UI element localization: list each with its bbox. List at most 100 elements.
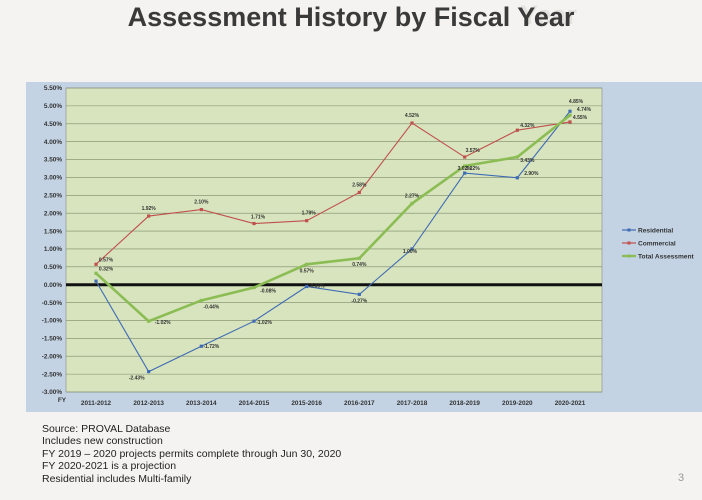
data-label: 2.90% — [524, 171, 539, 177]
legend-marker — [627, 241, 631, 245]
y-tick-label: 1.00% — [44, 246, 62, 253]
data-label: 4.55% — [573, 115, 588, 121]
data-point — [463, 155, 467, 159]
data-label: 0.74% — [352, 262, 367, 268]
page-number: 3 — [678, 472, 685, 484]
data-label: -0.44% — [203, 304, 219, 310]
data-point — [147, 370, 151, 374]
y-tick-label: 3.00% — [44, 175, 62, 182]
x-tick-label: 2020-2021 — [555, 400, 586, 407]
y-tick-label: -1.00% — [42, 318, 63, 325]
data-point — [94, 262, 98, 266]
legend-marker — [627, 228, 631, 232]
y-tick-label: 3.50% — [44, 157, 62, 164]
note-residential: Residential includes Multi-family — [42, 472, 192, 485]
x-tick-label: 2011-2012 — [81, 400, 112, 407]
y-tick-label: 4.50% — [44, 121, 62, 128]
x-axis-label: FY — [58, 397, 67, 404]
data-label: 1.92% — [142, 206, 157, 212]
data-label: 4.85% — [569, 99, 584, 105]
data-label: -1.02% — [155, 320, 171, 326]
data-label: 2.27% — [405, 194, 420, 200]
y-tick-label: 0.00% — [44, 282, 62, 289]
data-point — [515, 155, 519, 159]
data-point — [410, 247, 414, 251]
y-tick-label: -1.50% — [42, 336, 63, 343]
data-point — [252, 221, 256, 226]
data-label: 1.79% — [302, 211, 317, 217]
data-label: 3.22% — [466, 166, 481, 172]
data-point — [305, 284, 309, 289]
y-tick-label: -0.50% — [42, 300, 63, 307]
y-tick-label: 2.50% — [44, 192, 62, 199]
footnotes: Source: PROVAL Database Includes new con… — [42, 423, 341, 485]
y-tick-label: -2.50% — [42, 371, 63, 378]
x-tick-label: 2015-2016 — [291, 400, 322, 407]
data-point — [305, 262, 309, 266]
chart-panel: 5.50% 5.00% 4.50% 4.00% 3.50% 3.00% 2.50% 2.00%… — [26, 82, 702, 412]
data-label: -0.27% — [351, 298, 367, 304]
y-tick-label: 5.00% — [44, 103, 62, 110]
data-point — [463, 164, 467, 168]
data-label: 0.57% — [300, 268, 315, 274]
data-point — [568, 109, 572, 113]
data-point — [515, 128, 519, 132]
series-line-residential — [95, 110, 571, 373]
legend-entry: Commercial — [638, 240, 676, 247]
x-tick-label: 2018-2019 — [449, 400, 480, 407]
data-point — [94, 279, 98, 283]
note-permits: FY 2019 – 2020 projects permits complete… — [42, 447, 342, 460]
data-point — [357, 190, 361, 195]
note-source: Source: PROVAL Database — [42, 423, 171, 435]
legend-entry: Total Assessment — [638, 253, 695, 260]
data-label: 3.43% — [520, 158, 535, 164]
data-point — [305, 219, 309, 223]
data-label: -2.43% — [129, 376, 145, 382]
data-label: 1.00% — [403, 249, 418, 255]
data-label: 2.10% — [194, 200, 209, 206]
data-label: 3.57% — [466, 148, 481, 154]
data-label: 4.52% — [405, 113, 420, 119]
y-tick-label: -2.00% — [42, 353, 63, 360]
data-point — [568, 120, 572, 124]
data-label: -1.02% — [256, 320, 272, 326]
x-tick-label: 2013-2014 — [186, 400, 217, 407]
note-projection: FY 2020-2021 is a projection — [42, 460, 177, 473]
data-point — [568, 113, 572, 117]
x-tick-label: 2012-2013 — [133, 400, 164, 407]
data-label: 1.71% — [251, 215, 266, 221]
data-label: -1.72% — [203, 344, 219, 350]
y-tick-label: 5.50% — [44, 85, 62, 92]
data-point — [515, 176, 519, 180]
data-label: 0.57% — [99, 257, 114, 263]
legend-entry: Residential — [638, 227, 673, 234]
data-point — [199, 208, 203, 212]
data-point — [252, 285, 256, 290]
x-tick-label: 2014-2015 — [239, 400, 270, 407]
data-point — [410, 121, 414, 125]
data-label: 3.02% — [458, 166, 473, 172]
legend-marker — [627, 254, 631, 258]
y-tick-label: 0.50% — [44, 264, 62, 271]
data-label: -0.08% — [260, 289, 276, 295]
data-point — [252, 319, 256, 323]
watermark-title: Year — [520, 0, 578, 30]
data-point — [147, 319, 151, 323]
data-point — [199, 344, 203, 348]
note-construction: Includes new construction — [42, 435, 163, 448]
y-tick-label: 4.00% — [44, 139, 62, 146]
data-label: 4.32% — [520, 123, 535, 129]
data-point — [463, 171, 467, 175]
x-tick-label: 2017-2018 — [397, 400, 428, 407]
y-tick-label: 1.50% — [44, 228, 62, 235]
data-point — [357, 256, 361, 260]
data-point — [94, 271, 98, 275]
data-label: 0.32% — [99, 266, 114, 272]
series-line-commercial — [95, 121, 571, 265]
x-tick-label: 2016-2017 — [344, 400, 375, 407]
data-label: 2.58% — [352, 182, 367, 188]
y-tick-label: -3.00% — [42, 389, 63, 396]
series-line-total-assessment — [95, 114, 571, 323]
x-tick-label: 2019-2020 — [502, 400, 533, 407]
page-title: Assessment History by Fiscal Year — [127, 2, 575, 32]
